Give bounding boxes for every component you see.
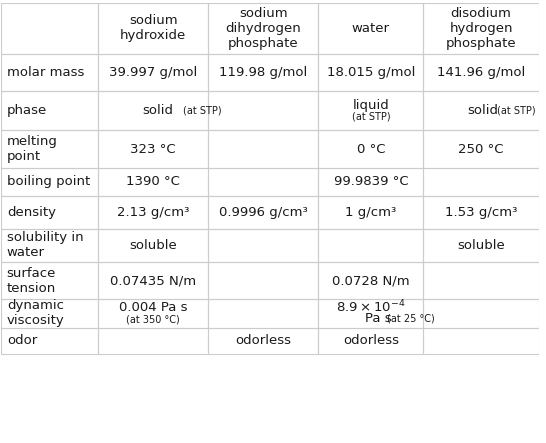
- Bar: [208, 196, 318, 229]
- Text: (at STP): (at STP): [183, 106, 221, 116]
- Bar: [208, 229, 318, 262]
- Bar: [98, 196, 208, 229]
- Bar: [2, 196, 98, 229]
- Text: 323 °C: 323 °C: [130, 143, 176, 155]
- Bar: [208, 91, 318, 130]
- Text: 0.004 Pa s: 0.004 Pa s: [119, 301, 187, 314]
- Bar: [318, 54, 423, 91]
- Text: solid: solid: [143, 104, 174, 117]
- Bar: [423, 130, 539, 167]
- Text: $8.9\times10^{-4}$: $8.9\times10^{-4}$: [336, 299, 406, 315]
- Bar: [423, 3, 539, 54]
- Text: molar mass: molar mass: [7, 66, 84, 79]
- Bar: [318, 229, 423, 262]
- Text: (at STP): (at STP): [352, 112, 390, 122]
- Bar: [318, 328, 423, 354]
- Bar: [98, 91, 208, 130]
- Bar: [423, 262, 539, 299]
- Text: 18.015 g/mol: 18.015 g/mol: [327, 66, 415, 79]
- Text: sodium
dihydrogen
phosphate: sodium dihydrogen phosphate: [225, 7, 301, 50]
- Bar: [2, 299, 98, 328]
- Bar: [318, 299, 423, 328]
- Bar: [2, 54, 98, 91]
- Text: melting
point: melting point: [7, 135, 58, 163]
- Bar: [2, 229, 98, 262]
- Bar: [208, 54, 318, 91]
- Bar: [2, 262, 98, 299]
- Bar: [423, 54, 539, 91]
- Bar: [423, 299, 539, 328]
- Bar: [423, 91, 539, 130]
- Text: odorless: odorless: [343, 334, 399, 347]
- Text: 141.96 g/mol: 141.96 g/mol: [437, 66, 525, 79]
- Text: 0.9996 g/cm³: 0.9996 g/cm³: [219, 206, 308, 219]
- Text: 39.997 g/mol: 39.997 g/mol: [109, 66, 197, 79]
- Bar: [318, 3, 423, 54]
- Text: (at 25 °C): (at 25 °C): [387, 314, 435, 324]
- Bar: [318, 130, 423, 167]
- Text: 1 g/cm³: 1 g/cm³: [345, 206, 396, 219]
- Bar: [208, 262, 318, 299]
- Bar: [318, 91, 423, 130]
- Text: 99.9839 °C: 99.9839 °C: [334, 175, 408, 188]
- Bar: [208, 3, 318, 54]
- Text: boiling point: boiling point: [7, 175, 90, 188]
- Text: phase: phase: [7, 104, 47, 117]
- Bar: [423, 229, 539, 262]
- Text: solid: solid: [467, 104, 498, 117]
- Bar: [98, 328, 208, 354]
- Bar: [208, 167, 318, 196]
- Bar: [2, 130, 98, 167]
- Bar: [318, 167, 423, 196]
- Text: 1390 °C: 1390 °C: [126, 175, 180, 188]
- Text: water: water: [352, 22, 390, 35]
- Bar: [208, 130, 318, 167]
- Text: dynamic
viscosity: dynamic viscosity: [7, 299, 64, 327]
- Bar: [2, 167, 98, 196]
- Bar: [98, 3, 208, 54]
- Text: 0 °C: 0 °C: [357, 143, 385, 155]
- Text: Pa s: Pa s: [365, 312, 392, 325]
- Text: odor: odor: [7, 334, 37, 347]
- Text: (at 350 °C): (at 350 °C): [126, 314, 180, 324]
- Text: 1.53 g/cm³: 1.53 g/cm³: [445, 206, 517, 219]
- Bar: [423, 167, 539, 196]
- Bar: [98, 130, 208, 167]
- Text: disodium
hydrogen
phosphate: disodium hydrogen phosphate: [446, 7, 517, 50]
- Text: soluble: soluble: [129, 239, 177, 252]
- Bar: [98, 167, 208, 196]
- Bar: [208, 299, 318, 328]
- Bar: [423, 328, 539, 354]
- Text: liquid: liquid: [353, 99, 389, 112]
- Bar: [2, 328, 98, 354]
- Bar: [318, 196, 423, 229]
- Text: 2.13 g/cm³: 2.13 g/cm³: [117, 206, 189, 219]
- Text: solubility in
water: solubility in water: [7, 231, 84, 260]
- Bar: [208, 328, 318, 354]
- Text: 0.0728 N/m: 0.0728 N/m: [332, 274, 410, 287]
- Bar: [318, 262, 423, 299]
- Text: 0.07435 N/m: 0.07435 N/m: [110, 274, 196, 287]
- Text: sodium
hydroxide: sodium hydroxide: [120, 15, 186, 43]
- Text: surface
tension: surface tension: [7, 267, 56, 295]
- Bar: [98, 229, 208, 262]
- Bar: [2, 3, 98, 54]
- Bar: [98, 262, 208, 299]
- Text: odorless: odorless: [235, 334, 292, 347]
- Text: density: density: [7, 206, 56, 219]
- Bar: [98, 54, 208, 91]
- Bar: [423, 196, 539, 229]
- Text: soluble: soluble: [457, 239, 505, 252]
- Bar: [2, 91, 98, 130]
- Text: 250 °C: 250 °C: [458, 143, 504, 155]
- Text: 119.98 g/mol: 119.98 g/mol: [219, 66, 307, 79]
- Bar: [98, 299, 208, 328]
- Text: (at STP): (at STP): [497, 106, 536, 116]
